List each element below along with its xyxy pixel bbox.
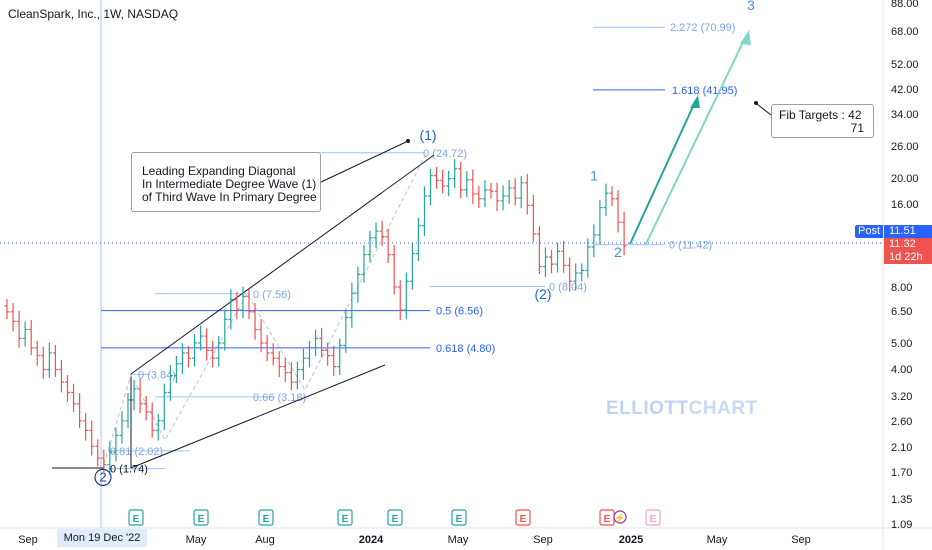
callout-leader-diagonal [319,142,406,183]
earnings-event-marker[interactable]: E [338,510,352,525]
price-tick-label: 8.00 [891,282,912,294]
price-tick-label: 20.00 [891,173,919,185]
price-tick-label: 1.70 [891,467,912,479]
earnings-event-marker[interactable]: E [194,510,208,525]
fib-level-label: 2.272 (70.99) [670,22,735,34]
price-tick-label: 5.00 [891,338,912,350]
callout-leader-targets-dot [754,101,758,105]
price-tick-label: 3.20 [891,391,912,403]
wave-label: 3 [747,0,755,13]
axes: 88.0068.0052.0042.0034.0026.0020.0016.00… [18,0,918,546]
chart-title: CleanSpark, Inc., 1W, NASDAQ [8,7,178,21]
post-value-tag: 11.51 [884,225,932,238]
time-tick-label: Sep [18,534,38,546]
fib-level-label: 0 (7.56) [253,289,291,301]
earnings-event-marker[interactable]: E [452,510,466,525]
targets-line-1: Fib Targets : 42 [779,109,862,122]
wave-label: (2) [534,286,551,302]
fib-level-label: 0.81 (2.02) [110,446,163,458]
earnings-events: E E E E E E E E E⚡ [129,510,660,525]
price-tick-label: 2.10 [891,442,912,454]
earnings-event-letter: E [198,514,205,525]
time-tick-label: May [448,534,469,546]
fib-level-label: 0 (11.42) [669,240,712,252]
price-tick-label: 6.50 [891,306,912,318]
callout-diagonal[interactable]: Leading Expanding Diagonal In Intermedia… [131,152,321,212]
price-tick-label: 1.35 [891,494,912,506]
earnings-event-marker[interactable]: E [388,510,402,525]
time-tick-label: Sep [533,534,553,546]
post-label-tag: Post [855,225,883,238]
wave-label: 1 [590,167,598,183]
fib-level-label: 1.618 (41.95) [672,85,737,97]
wave-label: 2 [99,469,106,484]
earnings-event-letter: E [263,514,270,525]
fib-level-label: 0.618 (4.80) [436,343,495,355]
arrow-to-fib-1618 [630,102,695,244]
callout-line-3: of Third Wave In Primary Degree [132,191,320,204]
earnings-event-letter: E [650,514,657,525]
earnings-event-marker[interactable]: E [646,510,660,525]
fib-level-label: 0.5 (6.56) [436,306,483,318]
earnings-event-letter: E [456,514,463,525]
earnings-event-letter: E [342,514,349,525]
earnings-event-letter: E [392,514,399,525]
time-tick-label: Sep [791,534,811,546]
earnings-event-marker[interactable]: E [516,510,530,525]
earnings-event-letter: E [133,514,140,525]
arrow-head-1618 [690,95,700,108]
crosshair-date-tag: Mon 19 Dec '22 [57,529,147,547]
time-tick-label: 2024 [359,534,384,546]
last-price-tag: 11.32 1d 22h [884,238,932,264]
arrow-to-fib-2272 [646,38,745,244]
watermark-part-2: CHART [689,398,758,419]
callout-leader-targets [757,104,771,115]
price-tick-label: 1.09 [891,519,912,531]
price-tick-label: 2.60 [891,416,912,428]
price-tick-label: 52.00 [891,59,919,71]
earnings-event-marker[interactable]: E [600,510,614,525]
targets-line-2: 71 [851,122,864,135]
bar-countdown: 1d 22h [889,251,932,264]
time-tick-label: Aug [255,534,275,546]
price-tick-label: 42.00 [891,84,919,96]
earnings-event-letter: E [520,514,527,525]
fib-level-label: 0.66 (3.18) [253,392,306,404]
watermark: ELLIOTTCHART [606,398,758,420]
callout-fib-targets[interactable]: Fib Targets : 42 71 [771,104,874,138]
target-arrows [630,30,751,244]
price-tick-label: 4.00 [891,364,912,376]
split-icon-glyph: ⚡ [614,512,625,524]
time-tick-label: May [707,534,728,546]
price-tick-label: 16.00 [891,199,919,211]
fib-level-label: 0 (1.74) [110,464,148,476]
price-tick-label: 34.00 [891,109,919,121]
wave-label: (1) [419,127,436,143]
time-tick-label: 2025 [619,534,643,546]
price-tick-label: 88.00 [891,0,919,10]
watermark-part-1: ELLIOTT [606,398,689,419]
earnings-event-marker[interactable]: E [129,510,143,525]
callout-leader-diagonal-dot [406,139,410,143]
earnings-event-marker[interactable]: E [259,510,273,525]
earnings-event-letter: E [604,514,611,525]
price-tick-label: 68.00 [891,26,919,38]
arrow-head-2272 [740,30,751,45]
price-tick-label: 26.00 [891,141,919,153]
fib-level-label: 0 (8.04) [549,281,587,293]
last-price-value: 11.32 [889,238,932,251]
time-tick-label: May [186,534,207,546]
wave-label: 2 [614,244,622,260]
